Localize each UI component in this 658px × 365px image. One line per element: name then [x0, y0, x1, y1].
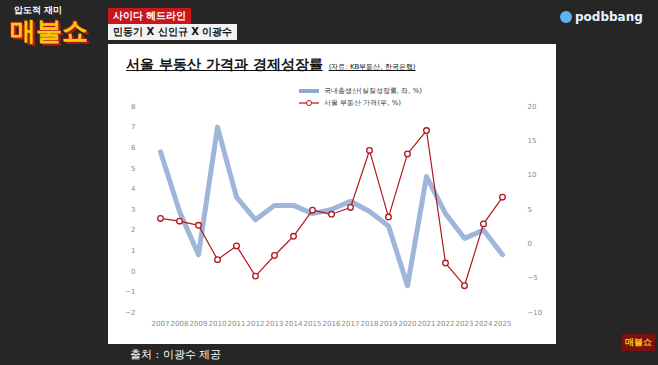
svg-text:2: 2 [131, 226, 135, 234]
svg-text:2008: 2008 [171, 320, 189, 328]
svg-text:2023: 2023 [456, 320, 474, 328]
svg-text:2015: 2015 [304, 320, 322, 328]
svg-text:8: 8 [131, 103, 135, 111]
svg-text:2014: 2014 [285, 320, 303, 328]
html-text:매불쇼: 매불쇼 [625, 337, 652, 347]
html-text:매불쇼: 매불쇼 [10, 16, 88, 46]
svg-text:2016: 2016 [323, 320, 341, 328]
svg-text:2009: 2009 [190, 320, 208, 328]
svg-text:2010: 2010 [209, 320, 227, 328]
svg-text:1: 1 [131, 247, 135, 255]
svg-text:−2: −2 [125, 309, 135, 317]
svg-text:2011: 2011 [228, 320, 246, 328]
html-text:민동기 X 신인규 X 이광수: 민동기 X 신인규 X 이광수 [113, 26, 233, 37]
svg-text:6: 6 [131, 144, 136, 152]
svg-text:10: 10 [528, 171, 537, 179]
svg-text:0: 0 [528, 240, 532, 248]
html-text:podbbang: podbbang [575, 10, 643, 24]
svg-text:5: 5 [528, 206, 532, 214]
html-text:압도적 재미: 압도적 재미 [14, 5, 63, 15]
svg-text:2019: 2019 [380, 320, 398, 328]
svg-text:20: 20 [528, 103, 537, 111]
svg-text:5: 5 [131, 165, 135, 173]
html-text:국내총생산(실질성장률, 좌, %): 국내총생산(실질성장률, 좌, %) [324, 87, 422, 95]
svg-text:−5: −5 [528, 274, 538, 282]
svg-text:2025: 2025 [494, 320, 512, 328]
svg-text:2012: 2012 [247, 320, 265, 328]
svg-text:2013: 2013 [266, 320, 284, 328]
svg-text:−10: −10 [528, 309, 543, 317]
html-text:서울 부동산 가격과 경제성장률 (자료: KB부동산, 한: 서울 부동산 가격과 경제성장률 (자료: KB부동산, 한국은행) [126, 56, 416, 72]
svg-text:4: 4 [131, 185, 136, 193]
svg-text:2007: 2007 [152, 320, 170, 328]
svg-text:−1: −1 [125, 288, 135, 296]
html-text:서울 부동산 가격(우, %): 서울 부동산 가격(우, %) [324, 99, 401, 107]
svg-text:2020: 2020 [399, 320, 417, 328]
svg-text:2021: 2021 [418, 320, 436, 328]
html-text:출처 : 이광수 제공: 출처 : 이광수 제공 [130, 348, 222, 361]
svg-text:2022: 2022 [437, 320, 455, 328]
svg-text:2017: 2017 [342, 320, 360, 328]
svg-text:7: 7 [131, 123, 135, 131]
svg-text:0: 0 [131, 268, 135, 276]
html-text:사이다 헤드라인: 사이다 헤드라인 [113, 10, 187, 21]
svg-text:2018: 2018 [361, 320, 379, 328]
svg-text:15: 15 [528, 137, 537, 145]
svg-text:3: 3 [131, 206, 135, 214]
svg-text:2024: 2024 [475, 320, 493, 328]
